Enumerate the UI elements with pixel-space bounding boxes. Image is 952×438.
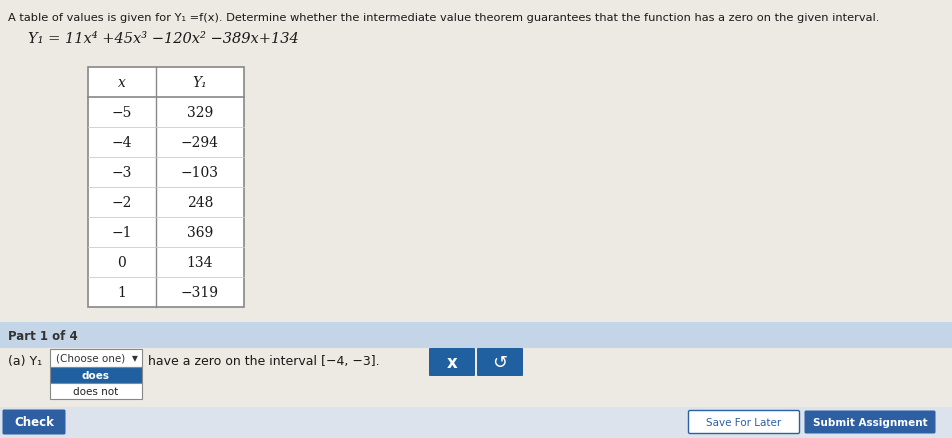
Text: −2: −2: [111, 195, 132, 209]
Text: (a) Y₁: (a) Y₁: [8, 355, 42, 367]
FancyBboxPatch shape: [688, 410, 800, 434]
Bar: [50, 383, 142, 399]
FancyBboxPatch shape: [804, 410, 936, 434]
Text: −3: −3: [111, 166, 132, 180]
Text: x: x: [118, 76, 126, 90]
Text: ↺: ↺: [492, 353, 507, 371]
Text: −103: −103: [181, 166, 219, 180]
Text: −4: −4: [111, 136, 132, 150]
Text: Part 1 of 4: Part 1 of 4: [8, 329, 78, 342]
Text: (Choose one): (Choose one): [56, 353, 126, 363]
Text: Y₁ = 11x⁴ +45x³ −120x² −389x+134: Y₁ = 11x⁴ +45x³ −120x² −389x+134: [28, 32, 299, 46]
Text: −5: −5: [111, 106, 132, 120]
Text: −294: −294: [181, 136, 219, 150]
Bar: [0, 322, 952, 348]
Text: ▼: ▼: [132, 354, 138, 363]
Bar: [88, 68, 244, 307]
Text: 329: 329: [187, 106, 213, 120]
Bar: [50, 349, 142, 367]
Text: have a zero on the interval [−4, −3].: have a zero on the interval [−4, −3].: [148, 355, 380, 367]
Text: does not: does not: [73, 386, 119, 396]
Text: 248: 248: [187, 195, 213, 209]
Text: 369: 369: [187, 226, 213, 240]
Text: Submit Assignment: Submit Assignment: [813, 417, 927, 427]
Text: 1: 1: [117, 285, 127, 299]
Text: does: does: [82, 370, 110, 380]
Text: Check: Check: [14, 416, 54, 428]
Text: Save For Later: Save For Later: [706, 417, 782, 427]
Text: x: x: [446, 353, 457, 371]
Text: Y₁: Y₁: [192, 76, 208, 90]
FancyBboxPatch shape: [3, 410, 66, 434]
FancyBboxPatch shape: [477, 348, 523, 376]
Text: −319: −319: [181, 285, 219, 299]
Bar: [0, 407, 952, 438]
Text: 134: 134: [187, 255, 213, 269]
Text: 0: 0: [118, 255, 127, 269]
FancyBboxPatch shape: [429, 348, 475, 376]
Bar: [50, 367, 142, 383]
Text: A table of values is given for Y₁ =f(x). Determine whether the intermediate valu: A table of values is given for Y₁ =f(x).…: [8, 13, 880, 23]
Text: −1: −1: [111, 226, 132, 240]
